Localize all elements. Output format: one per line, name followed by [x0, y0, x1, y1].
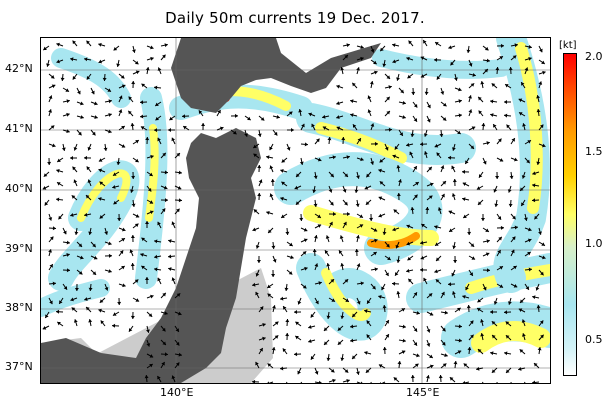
lon-label-145e: 145°E: [406, 386, 440, 399]
colorbar-tick-1-5: 1.5: [585, 145, 603, 158]
lon-label-140e: 140°E: [160, 386, 194, 399]
lat-label-38n: 38°N: [5, 301, 33, 314]
colorbar-tick-0-5: 0.5: [585, 333, 603, 346]
colorbar-tick-2-0: 2.0: [585, 50, 603, 63]
lat-label-37n: 37°N: [5, 360, 33, 373]
land: [41, 38, 381, 383]
current-map: [40, 37, 551, 384]
speed-colorbar: [563, 53, 577, 376]
colorbar-unit: [kt]: [559, 40, 577, 51]
lat-label-40n: 40°N: [5, 182, 33, 195]
lat-label-42n: 42°N: [5, 62, 33, 75]
lat-label-39n: 39°N: [5, 242, 33, 255]
colorbar-tick-1-0: 1.0: [585, 237, 603, 250]
lat-label-41n: 41°N: [5, 122, 33, 135]
current-vectors: [42, 39, 546, 383]
current-map-svg: [41, 38, 550, 383]
map-title: Daily 50m currents 19 Dec. 2017.: [165, 9, 425, 27]
graticule: [41, 38, 550, 383]
